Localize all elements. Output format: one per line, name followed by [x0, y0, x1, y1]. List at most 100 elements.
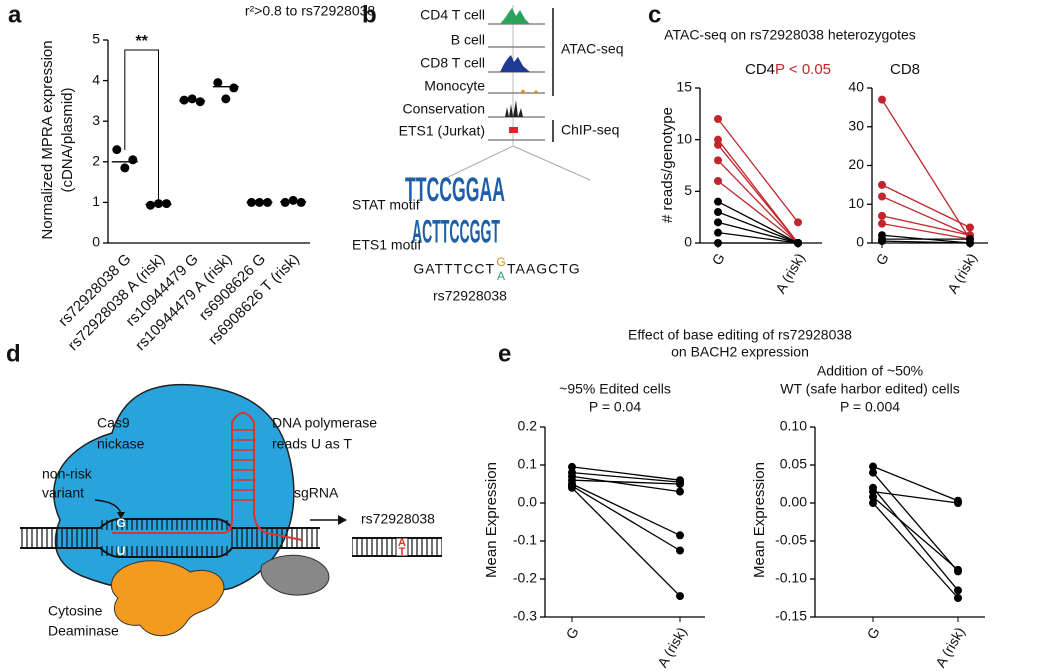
y-tick-label: 10 — [848, 195, 864, 211]
dot — [112, 145, 122, 155]
dot — [187, 94, 197, 104]
dot — [146, 200, 155, 210]
y-tick-label: 0.00 — [780, 494, 807, 510]
dot — [179, 95, 189, 105]
dot — [714, 140, 722, 149]
dot — [213, 78, 223, 88]
x-tick-label: A (risk) — [654, 624, 690, 670]
dot — [162, 199, 171, 209]
dot — [714, 239, 722, 247]
pair-line — [571, 475, 681, 493]
x-tick-label: A (risk) — [932, 624, 968, 670]
dot — [568, 483, 576, 492]
panel-letter: e — [498, 340, 511, 367]
track-label: Monocyte — [424, 78, 485, 94]
y-tick-label: -0.10 — [775, 570, 807, 586]
y-tick-label: 0.1 — [518, 456, 538, 472]
annotation: P < 0.05 — [775, 61, 831, 78]
zoom-line — [441, 145, 514, 181]
dot — [869, 499, 877, 507]
dot — [878, 192, 886, 201]
pair-line — [881, 195, 971, 236]
dna — [230, 528, 320, 548]
cas9-shape — [53, 383, 295, 595]
y-axis-label: (cDNA/plasmid) — [59, 87, 76, 192]
pair-line — [717, 144, 799, 244]
allele: A — [497, 269, 505, 283]
x-tick-label: G — [709, 250, 728, 267]
dot — [229, 83, 239, 93]
dna — [100, 546, 230, 556]
charts: 0 1 2 3 4 5 Normalized MPRA expression (cDNA/pl… — [39, 3, 988, 670]
pair-line — [872, 465, 959, 502]
pair-line — [872, 496, 959, 571]
significance: ** — [135, 33, 148, 50]
peak — [505, 100, 523, 117]
dot — [878, 219, 886, 228]
dot — [676, 531, 684, 540]
base: U — [117, 544, 126, 558]
panel-title: on BACH2 expression — [671, 344, 809, 360]
pair-line — [872, 490, 959, 504]
dot — [878, 95, 886, 104]
pair-line — [717, 118, 799, 223]
annotation: P = 0.004 — [840, 399, 900, 415]
pair-line — [571, 487, 681, 597]
deaminase-shape — [111, 560, 225, 637]
pair-line — [717, 211, 799, 244]
base: A — [398, 537, 406, 549]
pair-line — [717, 180, 799, 244]
pair-line — [571, 479, 681, 485]
dot — [794, 218, 802, 227]
label: Cytosine — [48, 603, 103, 619]
pair-line — [571, 471, 681, 483]
annotation: P = 0.04 — [589, 399, 642, 415]
pair-line — [717, 159, 799, 244]
dot — [154, 199, 163, 209]
dot — [120, 163, 130, 173]
x-tick-label: G — [873, 250, 892, 267]
y-axis-label: Mean Expression — [483, 462, 500, 578]
chart-subtitle: WT (safe harbor edited) cells — [780, 381, 959, 397]
dot — [714, 115, 722, 123]
y-axis-label: Normalized MPRA expression — [39, 40, 56, 239]
y-tick-label: 4 — [92, 71, 100, 87]
dot — [714, 208, 722, 216]
dot — [676, 592, 684, 601]
dot — [714, 156, 722, 165]
significance-bracket — [124, 49, 159, 200]
y-tick-label: -0.05 — [775, 532, 807, 548]
track-label: CD4 T cell — [420, 7, 485, 23]
pair-line — [881, 240, 971, 244]
y-tick-label: 30 — [848, 117, 864, 133]
peak — [500, 55, 530, 72]
y-tick-label: 5 — [92, 31, 100, 47]
pair-line — [881, 184, 971, 229]
dot — [966, 223, 974, 232]
y-tick-label: 20 — [848, 156, 864, 172]
panel-letter: d — [6, 340, 21, 367]
arrow-head — [338, 515, 347, 525]
chart-subtitle: ~95% Edited cells — [559, 381, 671, 397]
y-axis-label: # reads/genotype — [659, 107, 676, 223]
motif-label: STAT motif — [352, 197, 420, 213]
dot — [794, 239, 802, 247]
zoom-line — [512, 145, 591, 181]
y-tick-label: -0.15 — [775, 608, 807, 624]
y-axis-label: Mean Expression — [751, 462, 768, 578]
y-tick-label: 5 — [684, 182, 692, 198]
base: T — [399, 546, 406, 558]
tracks — [488, 23, 545, 141]
track-label: ETS1 (Jurkat) — [399, 123, 485, 139]
bracket-label: ATAC-seq — [561, 41, 624, 57]
dot — [869, 468, 877, 477]
dot — [878, 237, 886, 246]
bracket-label: ChIP-seq — [561, 122, 619, 138]
pair-line — [717, 221, 799, 244]
dot — [714, 177, 722, 185]
panel-d: G U A T Cas9 nickase non-risk variant DN… — [20, 383, 442, 639]
protein-shape — [260, 554, 330, 596]
track-label: CD8 T cell — [420, 55, 485, 71]
pair-line — [881, 222, 971, 240]
edit-box — [395, 537, 409, 557]
